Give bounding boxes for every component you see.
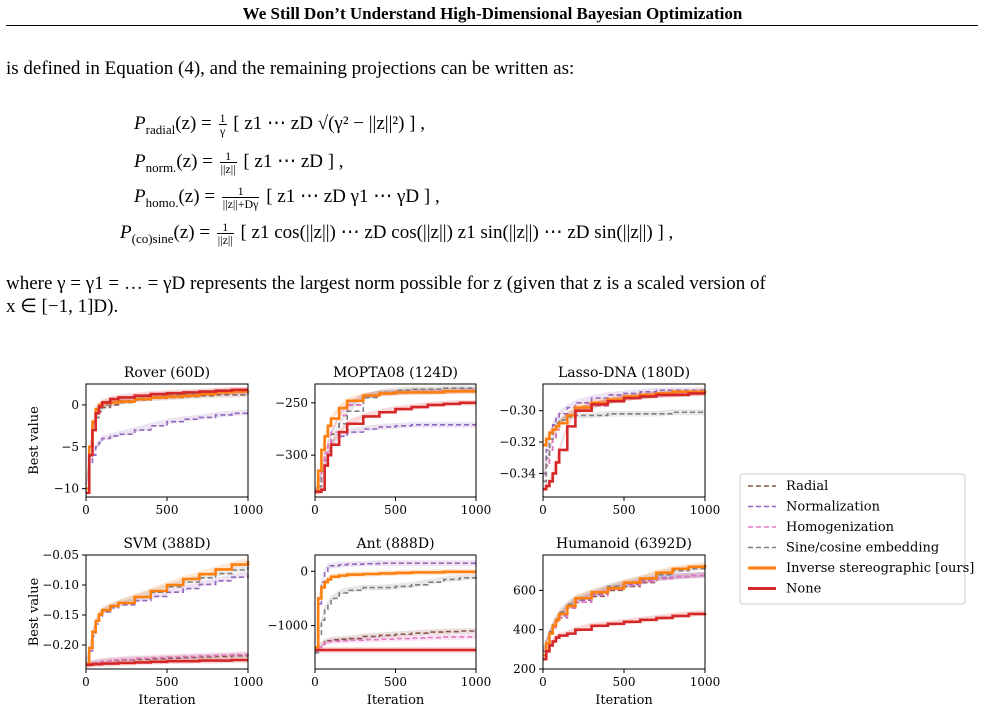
chart-title: Humanoid (6392D) <box>556 536 692 552</box>
fraction: 1 ||z|| <box>216 220 234 248</box>
chart-title: Rover (60D) <box>124 365 210 381</box>
series-line <box>86 561 250 666</box>
chart-panel-6: Humanoid (6392D) 0 500 1000 200 400 600 Iterati… <box>513 536 720 708</box>
y-tick-label: 0 <box>71 398 79 412</box>
series-band <box>543 561 705 659</box>
where-paragraph-line1: where γ = γ1 = … = γD represents the lar… <box>6 273 766 294</box>
chart-title: Ant (888D) <box>355 536 434 552</box>
y-tick-label: −300 <box>275 448 308 462</box>
legend-box <box>739 473 966 605</box>
chart-panel-2: MOPTA08 (124D) 0 500 1000 −250 −300 <box>275 365 491 517</box>
chart-title: MOPTA08 (124D) <box>333 365 458 381</box>
x-tick-label: 500 <box>156 675 179 689</box>
x-tick-label: 1000 <box>233 503 264 517</box>
legend-label: Inverse stereographic [ours] <box>786 561 974 576</box>
series-line <box>543 612 707 661</box>
y-tick-label: −5 <box>61 440 79 454</box>
equation-normalization: Pnorm.(z) = 1 ||z|| [ z1 ⋯ zD ] , <box>134 149 344 177</box>
series-line <box>315 389 476 493</box>
chart-panel-3: Lasso-DNA (180D) 0 500 1000 −0.30 −0.32 −0.34 <box>499 365 720 517</box>
y-tick-label: −1000 <box>267 619 308 633</box>
series-band <box>543 387 705 449</box>
x-tick-label: 0 <box>82 675 90 689</box>
x-tick-label: 0 <box>539 675 547 689</box>
y-tick-label: −0.10 <box>42 578 79 592</box>
y-tick-label: −250 <box>275 396 308 410</box>
y-axis-label: Best value <box>27 406 42 475</box>
x-axis-label: Iteration <box>595 693 653 708</box>
where-paragraph-line2: x ∈ [−1, 1]D). <box>6 296 119 317</box>
series-line <box>315 401 476 494</box>
series-line <box>315 390 476 494</box>
running-header: We Still Don’t Understand High-Dimension… <box>242 4 743 23</box>
x-tick-label: 500 <box>613 675 636 689</box>
x-axis-label: Iteration <box>138 693 196 708</box>
legend-label: Sine/cosine embedding <box>786 541 939 556</box>
chart-panels: Rover (60D) 0 500 1000 0 −5 −10 Best value MOPTA… <box>27 365 720 708</box>
y-tick-label: −0.15 <box>42 608 79 622</box>
series-band <box>315 628 476 656</box>
series-line <box>315 576 477 654</box>
fraction: 1 ||z|| <box>219 149 237 177</box>
y-tick-label: −0.20 <box>42 638 79 652</box>
x-tick-label: 0 <box>539 503 547 517</box>
y-tick-label: 600 <box>513 583 536 597</box>
chart-title: Lasso-DNA (180D) <box>558 365 690 381</box>
series-line <box>315 387 476 493</box>
x-tick-label: 500 <box>156 503 179 517</box>
x-tick-label: 1000 <box>690 503 721 517</box>
equation-homogenization: Phomo.(z) = 1 ||z||+Dγ [ z1 ⋯ zD γ1 ⋯ γD … <box>134 184 440 212</box>
chart-panel-4: SVM (388D) 0 500 1000 −0.05 −0.10 −0.15 −0.20Be… <box>27 536 263 708</box>
intro-paragraph: is defined in Equation (4), and the rema… <box>6 58 575 79</box>
y-tick-label: −0.34 <box>499 466 536 480</box>
series-band <box>315 633 476 656</box>
x-tick-label: 0 <box>311 675 319 689</box>
series-line <box>315 570 476 649</box>
x-tick-label: 1000 <box>233 675 264 689</box>
chart-title: SVM (388D) <box>123 536 210 552</box>
series-band <box>86 409 248 492</box>
series-line <box>86 658 248 667</box>
legend-label: Normalization <box>786 500 881 515</box>
legend: Radial Normalization Homogenization Sine/co… <box>739 473 974 605</box>
legend-label: None <box>786 582 822 597</box>
series-line <box>86 388 248 495</box>
y-tick-label: 200 <box>513 662 536 676</box>
results-figure: Rover (60D) 0 500 1000 0 −5 −10 Best value MOPTA… <box>27 365 974 708</box>
header-rule <box>6 25 978 26</box>
x-tick-label: 500 <box>384 675 407 689</box>
series-line <box>86 573 249 666</box>
fraction: 1 ||z||+Dγ <box>221 184 260 212</box>
x-axis-label: Iteration <box>367 693 425 708</box>
equation-sine-cosine: P(co)sine(z) = 1 ||z|| [ z1 cos(||z||) ⋯ … <box>120 220 674 248</box>
chart-panel-5: Ant (888D) 0 500 1000 0 −1000 Iteration <box>267 536 491 708</box>
series-line <box>543 392 705 491</box>
x-tick-label: 0 <box>82 503 90 517</box>
y-tick-label: −0.30 <box>499 404 536 418</box>
x-tick-label: 1000 <box>461 675 492 689</box>
series-line <box>543 389 705 475</box>
series-line <box>315 562 476 649</box>
y-tick-label: −0.05 <box>42 548 79 562</box>
x-tick-label: 0 <box>311 503 319 517</box>
y-tick-label: −0.32 <box>499 435 536 449</box>
x-tick-label: 1000 <box>461 503 492 517</box>
chart-panel-1: Rover (60D) 0 500 1000 0 −5 −10 Best value <box>27 365 263 517</box>
series-line <box>315 636 477 654</box>
y-axis-label: Best value <box>27 577 42 646</box>
y-tick-label: 400 <box>513 623 536 637</box>
x-tick-label: 500 <box>384 503 407 517</box>
y-tick-label: −10 <box>54 482 79 496</box>
series-line <box>86 412 249 490</box>
x-tick-label: 1000 <box>690 675 721 689</box>
series-line <box>86 394 249 490</box>
series-line <box>543 564 707 657</box>
series-line <box>543 390 707 447</box>
legend-label: Radial <box>786 479 828 494</box>
y-tick-label: 0 <box>300 564 308 578</box>
legend-label: Homogenization <box>786 520 895 535</box>
x-tick-label: 500 <box>613 503 636 517</box>
